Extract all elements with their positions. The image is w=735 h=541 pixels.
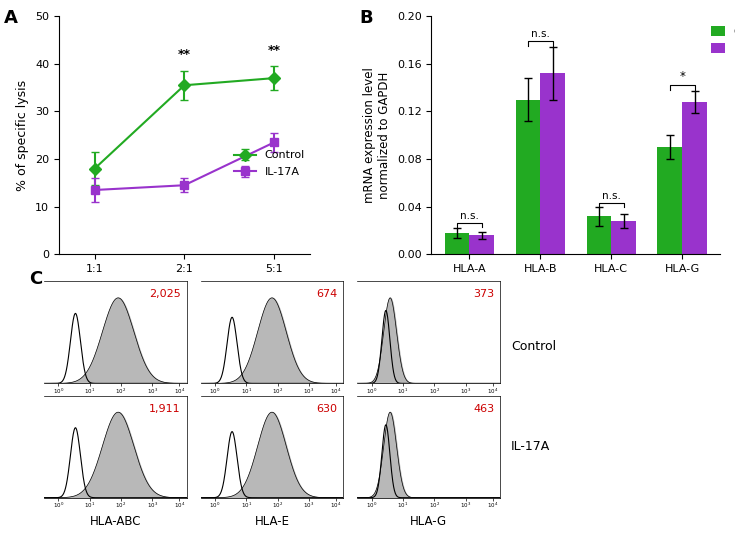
- Bar: [658, 147, 682, 254]
- Text: C: C: [29, 270, 43, 288]
- Text: 630: 630: [317, 404, 337, 414]
- Text: **: **: [178, 49, 191, 62]
- Text: B: B: [359, 9, 373, 27]
- Text: n.s.: n.s.: [602, 191, 621, 201]
- Bar: [682, 102, 707, 254]
- Text: Control: Control: [511, 340, 556, 353]
- X-axis label: HLA-G: HLA-G: [410, 514, 447, 527]
- Text: 373: 373: [473, 289, 494, 300]
- Bar: [470, 235, 494, 254]
- Text: IL-17A: IL-17A: [511, 440, 550, 453]
- Text: *: *: [679, 70, 685, 83]
- Text: n.s.: n.s.: [460, 211, 479, 221]
- X-axis label: HLA-ABC: HLA-ABC: [90, 514, 141, 527]
- Legend: Control, IL-17A: Control, IL-17A: [229, 146, 309, 182]
- Text: 1,911: 1,911: [149, 404, 181, 414]
- Text: 463: 463: [473, 404, 494, 414]
- Legend: Control, IL-17A: Control, IL-17A: [707, 22, 735, 58]
- Text: n.s.: n.s.: [531, 29, 550, 39]
- Y-axis label: mRNA expression level
normalized to GAPDH: mRNA expression level normalized to GAPD…: [363, 67, 392, 203]
- Text: 2,025: 2,025: [149, 289, 181, 300]
- Bar: [540, 74, 565, 254]
- Text: 674: 674: [316, 289, 337, 300]
- Y-axis label: % of specific lysis: % of specific lysis: [16, 80, 29, 191]
- Bar: [612, 221, 637, 254]
- Text: A: A: [4, 9, 18, 27]
- Text: **: **: [268, 44, 281, 57]
- Bar: [587, 216, 612, 254]
- Bar: [445, 233, 470, 254]
- X-axis label: HLA-E: HLA-E: [254, 514, 290, 527]
- Bar: [515, 100, 540, 254]
